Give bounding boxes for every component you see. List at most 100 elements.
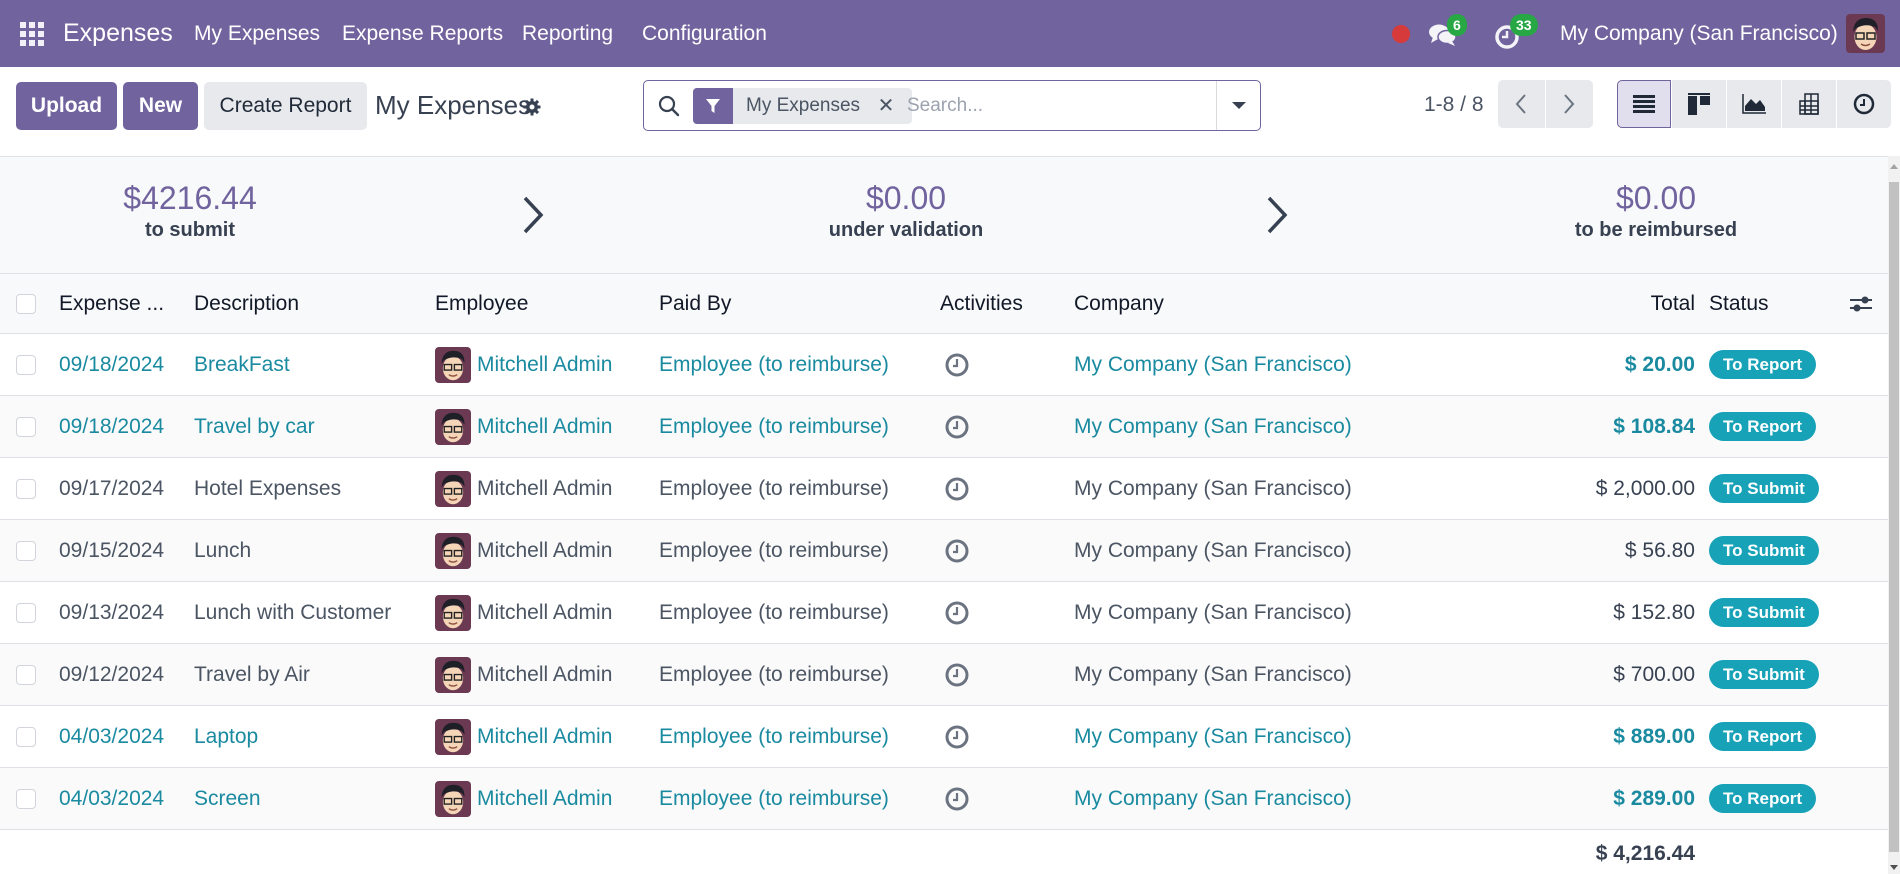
list-view-button[interactable] [1617, 80, 1671, 128]
status-badge: To Submit [1709, 660, 1819, 689]
row-checkbox[interactable] [16, 540, 36, 561]
employee-cell[interactable]: Mitchell Admin [435, 706, 612, 767]
summary-under-validation[interactable]: $0.00 under validation [756, 179, 1056, 243]
activity-cell[interactable] [944, 396, 970, 457]
kanban-view-button[interactable] [1672, 80, 1726, 128]
employee-cell[interactable]: Mitchell Admin [435, 644, 612, 705]
column-header-description[interactable]: Description [194, 291, 300, 315]
column-header-expense-date[interactable]: Expense ... [59, 291, 165, 315]
column-header-company[interactable]: Company [1074, 291, 1164, 315]
company: My Company (San Francisco) [1074, 352, 1352, 376]
row-checkbox[interactable] [16, 478, 36, 499]
activity-cell[interactable] [944, 706, 970, 767]
activity-clock-icon [945, 477, 969, 500]
app-name[interactable]: Expenses [63, 19, 173, 47]
recording-indicator-icon[interactable] [1392, 25, 1410, 43]
table-row[interactable]: 09/12/2024 Travel by Air Mitchell Admin … [0, 644, 1888, 706]
pager-next-button[interactable] [1546, 80, 1593, 128]
employee-cell[interactable]: Mitchell Admin [435, 458, 612, 519]
activity-cell[interactable] [944, 334, 970, 395]
table-row[interactable]: 09/17/2024 Hotel Expenses Mitchell Admin… [0, 458, 1888, 520]
company: My Company (San Francisco) [1074, 724, 1352, 748]
column-header-employee[interactable]: Employee [435, 291, 529, 315]
expense-total: $ 20.00 [1624, 352, 1695, 376]
row-checkbox[interactable] [16, 354, 36, 375]
menu-my-expenses[interactable]: My Expenses [194, 22, 321, 45]
vertical-scrollbar[interactable] [1888, 156, 1900, 874]
optional-columns-toggle[interactable] [1850, 274, 1872, 333]
paid-by: Employee (to reimburse) [659, 476, 889, 500]
employee-cell[interactable]: Mitchell Admin [435, 520, 612, 581]
menu-reporting[interactable]: Reporting [522, 22, 614, 45]
activity-clock-icon [945, 787, 969, 810]
menu-expense-reports[interactable]: Expense Reports [342, 22, 504, 45]
create-report-button[interactable]: Create Report [204, 82, 367, 130]
search-options-toggle[interactable] [1216, 81, 1260, 130]
search-input[interactable] [907, 89, 1237, 123]
column-header-total[interactable]: Total [1650, 291, 1695, 315]
activity-clock-icon [945, 663, 969, 686]
pivot-view-button[interactable] [1782, 80, 1836, 128]
employee-avatar [435, 594, 471, 631]
new-button[interactable]: New [123, 82, 198, 130]
column-header-paid-by[interactable]: Paid By [659, 291, 732, 315]
table-row[interactable]: 04/03/2024 Screen Mitchell Admin Employe… [0, 768, 1888, 830]
status-badge: To Report [1709, 722, 1817, 751]
expense-summary-panel: $4216.44 to submit $0.00 under validatio… [0, 156, 1888, 274]
pager-previous-button[interactable] [1498, 80, 1545, 128]
table-row[interactable]: 09/18/2024 BreakFast Mitchell Admin Empl… [0, 334, 1888, 396]
user-avatar[interactable] [1846, 14, 1885, 53]
remove-facet-icon[interactable]: ✕ [877, 95, 895, 117]
expense-description: Lunch with Customer [194, 600, 392, 624]
employee-cell[interactable]: Mitchell Admin [435, 582, 612, 643]
select-all-checkbox[interactable] [16, 293, 36, 314]
apps-menu-icon[interactable] [20, 22, 44, 46]
scrollbar-thumb[interactable] [1889, 182, 1899, 852]
employee-cell[interactable]: Mitchell Admin [435, 768, 612, 829]
row-checkbox[interactable] [16, 726, 36, 747]
status-badge: To Report [1709, 784, 1817, 813]
activity-cell[interactable] [944, 582, 970, 643]
summary-to-be-reimbursed[interactable]: $0.00 to be reimbursed [1506, 179, 1806, 243]
table-header: Expense ... Description Employee Paid By… [0, 274, 1888, 334]
employee-name: Mitchell Admin [477, 786, 613, 810]
row-checkbox[interactable] [16, 788, 36, 809]
row-checkbox[interactable] [16, 602, 36, 623]
search-icon[interactable] [657, 94, 681, 118]
scroll-down-arrow-icon[interactable] [1890, 865, 1898, 870]
activities-clock-icon[interactable] [1494, 22, 1522, 50]
activity-cell[interactable] [944, 520, 970, 581]
row-checkbox[interactable] [16, 664, 36, 685]
column-header-status[interactable]: Status [1709, 291, 1769, 315]
table-row[interactable]: 09/13/2024 Lunch with Customer Mitchell … [0, 582, 1888, 644]
company-switcher[interactable]: My Company (San Francisco) [1560, 22, 1838, 45]
employee-avatar [435, 408, 471, 445]
row-checkbox[interactable] [16, 416, 36, 437]
column-header-activities[interactable]: Activities [940, 291, 1023, 315]
scroll-up-arrow-icon[interactable] [1890, 164, 1898, 169]
activity-cell[interactable] [944, 768, 970, 829]
summary-amount: $4216.44 [123, 180, 257, 216]
graph-view-button[interactable] [1727, 80, 1781, 128]
activity-view-button[interactable] [1837, 80, 1891, 128]
clock-icon [1853, 93, 1875, 115]
employee-cell[interactable]: Mitchell Admin [435, 396, 612, 457]
view-switcher [1617, 80, 1891, 128]
company: My Company (San Francisco) [1074, 786, 1352, 810]
gear-icon[interactable] [523, 98, 541, 116]
menu-configuration[interactable]: Configuration [642, 22, 767, 45]
status-badge: To Report [1709, 412, 1817, 441]
table-row[interactable]: 09/18/2024 Travel by car Mitchell Admin … [0, 396, 1888, 458]
table-row[interactable]: 09/15/2024 Lunch Mitchell Admin Employee… [0, 520, 1888, 582]
list-icon [1633, 95, 1655, 113]
activity-cell[interactable] [944, 644, 970, 705]
pager-value[interactable]: 1-8 / 8 [1424, 93, 1484, 116]
employee-cell[interactable]: Mitchell Admin [435, 334, 612, 395]
activity-clock-icon [945, 725, 969, 748]
summary-to-submit[interactable]: $4216.44 to submit [40, 179, 340, 243]
employee-avatar [435, 532, 471, 569]
activity-cell[interactable] [944, 458, 970, 519]
table-row[interactable]: 04/03/2024 Laptop Mitchell Admin Employe… [0, 706, 1888, 768]
upload-button[interactable]: Upload [16, 82, 117, 130]
expense-date: 09/17/2024 [59, 476, 165, 500]
